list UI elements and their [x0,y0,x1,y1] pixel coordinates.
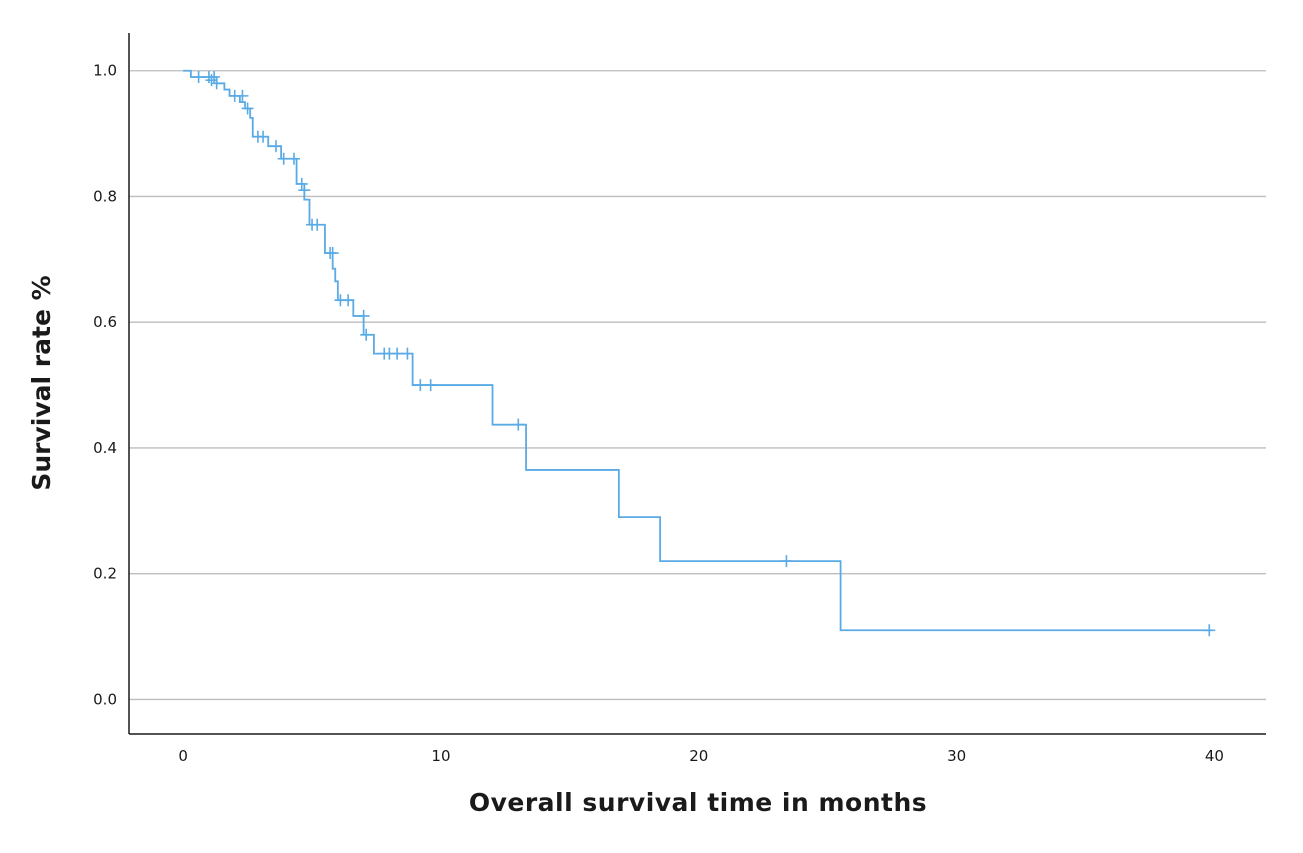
y-tick-label: 0.4 [93,439,117,457]
censor-mark [780,555,793,568]
censor-mark [257,130,270,143]
x-tick-label: 0 [178,747,188,765]
censor-mark [1203,624,1216,637]
y-axis-title: Survival rate % [27,275,56,490]
x-tick-label: 10 [431,747,450,765]
censor-mark [277,152,290,165]
censor-mark [192,71,205,84]
x-tick-label: 20 [689,747,708,765]
censor-marks [192,71,1216,637]
censor-mark [357,309,370,322]
y-tick-label: 0.8 [93,187,117,205]
censor-mark [208,71,221,84]
y-tick-label: 0.2 [93,565,117,583]
y-tick-label: 0.6 [93,313,117,331]
survival-curve [183,69,1212,632]
censor-mark [269,140,282,153]
censor-mark [311,218,324,231]
censor-mark [326,247,339,260]
gridlines [129,70,1266,701]
censor-mark [414,379,427,392]
censor-mark [360,328,373,341]
censor-mark [236,89,249,102]
x-tick-label: 30 [947,747,966,765]
censor-mark [512,418,525,431]
censor-mark [342,294,355,307]
y-tick-label: 0.0 [93,690,117,708]
censor-mark [205,74,218,87]
survival-step-line [183,69,1212,632]
censor-mark [295,177,308,190]
censor-mark [288,152,301,165]
tick-labels: 0.0 0.2 0.4 0.6 0.8 1.0 0 10 20 30 40 [93,62,1224,765]
censor-mark [401,347,414,360]
censor-mark [391,347,404,360]
censor-mark [241,102,254,115]
axes [128,33,1266,735]
y-tick-label: 1.0 [93,62,117,80]
censor-mark [210,77,223,90]
censor-mark [298,184,311,197]
censor-mark [424,379,437,392]
x-axis-title: Overall survival time in months [469,788,927,817]
x-tick-label: 40 [1205,747,1224,765]
